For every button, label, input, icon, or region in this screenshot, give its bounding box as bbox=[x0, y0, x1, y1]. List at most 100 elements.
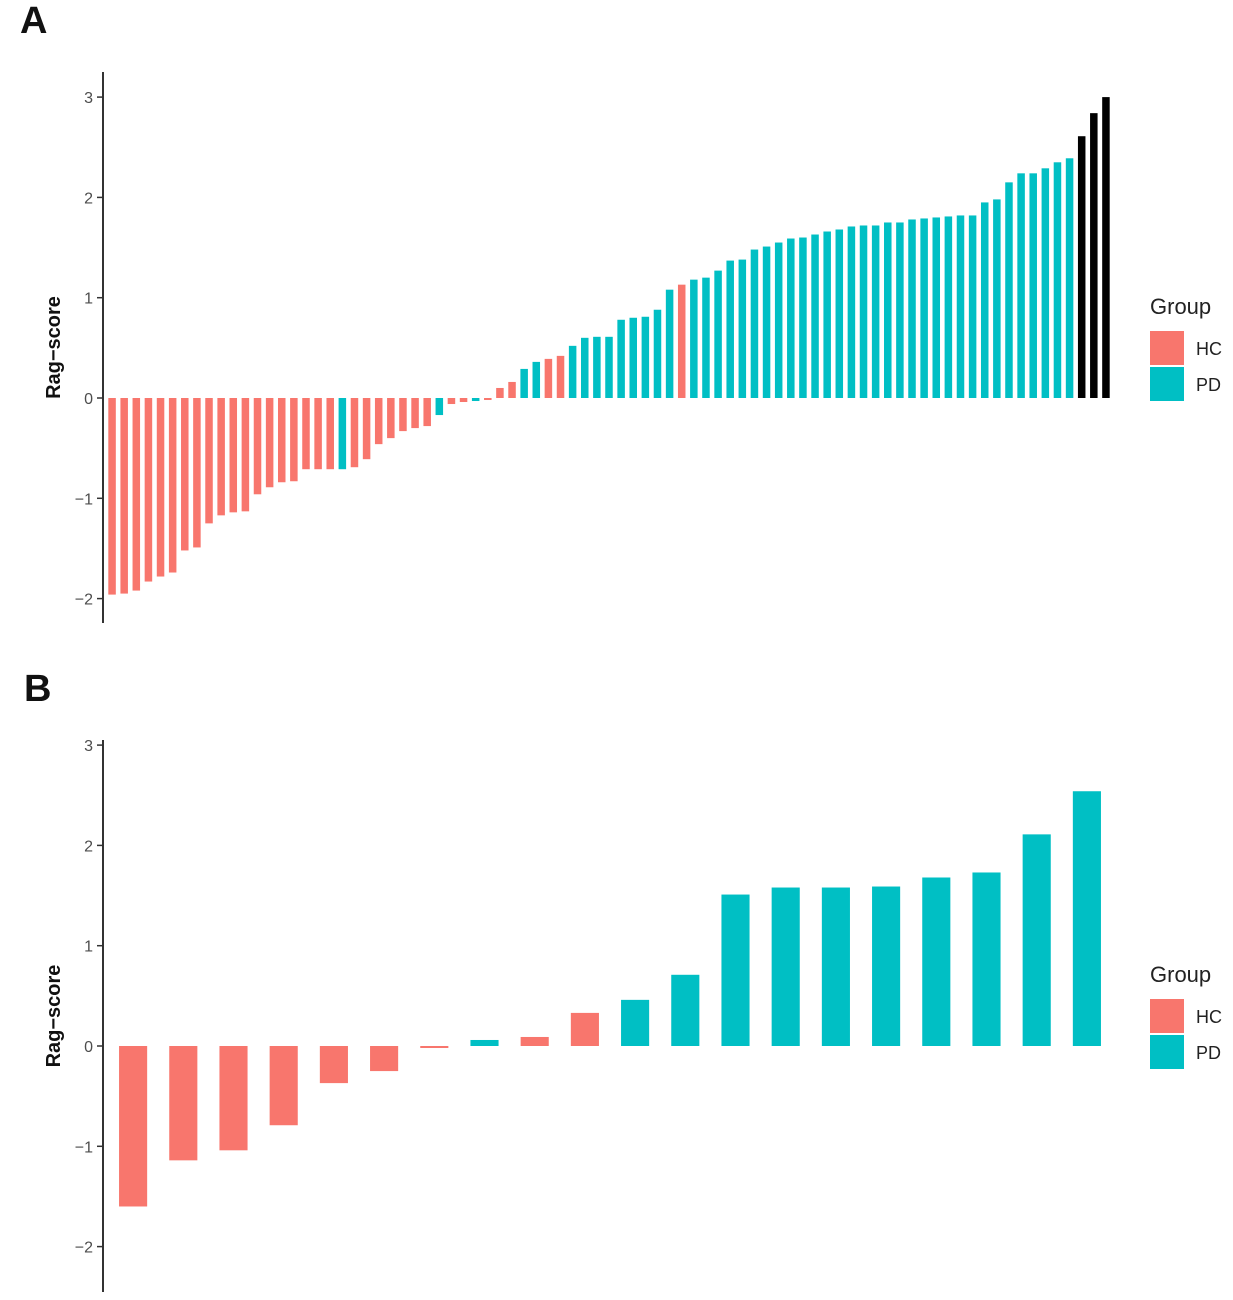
bar-13 bbox=[253, 398, 262, 495]
legend-key-hc bbox=[1150, 999, 1184, 1033]
bar-40 bbox=[581, 337, 589, 398]
y-tick-label-0: 3 bbox=[84, 738, 93, 755]
bar-72 bbox=[968, 215, 977, 398]
bar-51 bbox=[714, 270, 722, 398]
bar-59 bbox=[811, 234, 819, 398]
bar-13 bbox=[721, 894, 750, 1046]
bar-45 bbox=[641, 316, 650, 398]
y-tick-label-4: −1 bbox=[75, 1139, 93, 1156]
y-axis-title: Rag−score bbox=[43, 296, 65, 399]
bar-9 bbox=[205, 398, 213, 524]
legend-label-pd: PD bbox=[1196, 375, 1221, 395]
bar-7 bbox=[420, 1046, 449, 1049]
bar-81 bbox=[1077, 136, 1086, 399]
bar-12 bbox=[241, 398, 250, 512]
bar-54 bbox=[750, 249, 759, 398]
bar-47 bbox=[665, 289, 674, 398]
bar-7 bbox=[181, 398, 189, 551]
y-axis-title: Rag−score bbox=[43, 965, 65, 1068]
bar-50 bbox=[702, 277, 710, 398]
bar-78 bbox=[1041, 168, 1050, 398]
bar-31 bbox=[471, 398, 480, 402]
bar-17 bbox=[302, 398, 310, 470]
bar-61 bbox=[835, 229, 844, 398]
bar-67 bbox=[908, 219, 916, 398]
chart-a: 3 2 1 0 −1 −2 Rag−score Group HC PD bbox=[43, 72, 1222, 623]
bar-68 bbox=[920, 218, 928, 398]
bar-4 bbox=[144, 398, 153, 582]
bar-74 bbox=[993, 199, 1001, 398]
legend-key-pd bbox=[1150, 367, 1184, 401]
bar-43 bbox=[617, 319, 625, 398]
bar-75 bbox=[1005, 182, 1013, 398]
bar-24 bbox=[387, 398, 395, 439]
bar-19 bbox=[326, 398, 334, 470]
legend-label-pd: PD bbox=[1196, 1043, 1221, 1063]
bar-18 bbox=[314, 398, 322, 470]
bar-34 bbox=[508, 381, 516, 398]
bar-2 bbox=[169, 1046, 198, 1161]
panel-label-a: A bbox=[20, 0, 48, 42]
bar-10 bbox=[217, 398, 225, 516]
bar-60 bbox=[823, 231, 831, 398]
bar-2 bbox=[120, 398, 128, 594]
bar-11 bbox=[229, 398, 238, 513]
bar-15 bbox=[277, 398, 286, 483]
bar-14 bbox=[771, 887, 800, 1046]
y-tick-label-4: −1 bbox=[75, 491, 93, 508]
y-tick-label-0: 3 bbox=[84, 90, 93, 107]
y-tick-label-3: 0 bbox=[84, 391, 93, 408]
bar-57 bbox=[787, 238, 795, 398]
bar-73 bbox=[980, 202, 989, 398]
bar-56 bbox=[774, 242, 783, 398]
bar-4 bbox=[269, 1046, 298, 1126]
bar-65 bbox=[884, 222, 892, 398]
bar-79 bbox=[1053, 162, 1062, 398]
bar-5 bbox=[156, 398, 165, 577]
bar-23 bbox=[374, 398, 383, 445]
bar-17 bbox=[922, 877, 951, 1046]
bar-33 bbox=[496, 387, 504, 398]
bar-32 bbox=[484, 398, 492, 401]
bar-41 bbox=[593, 336, 601, 398]
y-tick-label-2: 1 bbox=[84, 291, 93, 308]
legend-label-hc: HC bbox=[1196, 1007, 1222, 1027]
bar-29 bbox=[447, 398, 456, 405]
bar-28 bbox=[435, 398, 444, 416]
bar-35 bbox=[520, 368, 528, 398]
bar-83 bbox=[1102, 97, 1110, 398]
y-tick-label-1: 2 bbox=[84, 190, 93, 207]
chart-b: 3 2 1 0 −1 −2 Rag−score Group HC PD bbox=[43, 738, 1222, 1292]
bar-16 bbox=[872, 886, 901, 1046]
bar-15 bbox=[821, 887, 850, 1046]
bar-37 bbox=[544, 358, 553, 398]
bar-25 bbox=[399, 398, 407, 432]
bar-22 bbox=[362, 398, 371, 460]
bar-66 bbox=[896, 222, 904, 398]
bar-82 bbox=[1090, 113, 1098, 398]
legend-key-hc bbox=[1150, 331, 1184, 365]
bar-62 bbox=[847, 226, 856, 398]
bar-76 bbox=[1017, 173, 1025, 398]
bar-9 bbox=[520, 1036, 549, 1046]
bar-38 bbox=[556, 355, 565, 398]
bar-1 bbox=[108, 398, 116, 595]
bar-14 bbox=[265, 398, 274, 488]
bar-71 bbox=[956, 215, 965, 398]
bar-36 bbox=[532, 361, 541, 398]
legend-title: Group bbox=[1150, 294, 1211, 319]
bar-12 bbox=[671, 974, 700, 1046]
bar-69 bbox=[932, 217, 941, 398]
legend-label-hc: HC bbox=[1196, 339, 1222, 359]
bar-80 bbox=[1065, 158, 1074, 398]
bar-10 bbox=[570, 1012, 599, 1046]
bar-18 bbox=[972, 872, 1001, 1046]
bar-49 bbox=[690, 279, 698, 398]
legend-key-pd bbox=[1150, 1035, 1184, 1069]
bar-3 bbox=[219, 1046, 248, 1151]
bar-27 bbox=[423, 398, 431, 427]
bar-20 bbox=[338, 398, 347, 470]
bar-39 bbox=[568, 345, 577, 398]
bar-20 bbox=[1072, 791, 1101, 1046]
bar-21 bbox=[350, 398, 359, 468]
